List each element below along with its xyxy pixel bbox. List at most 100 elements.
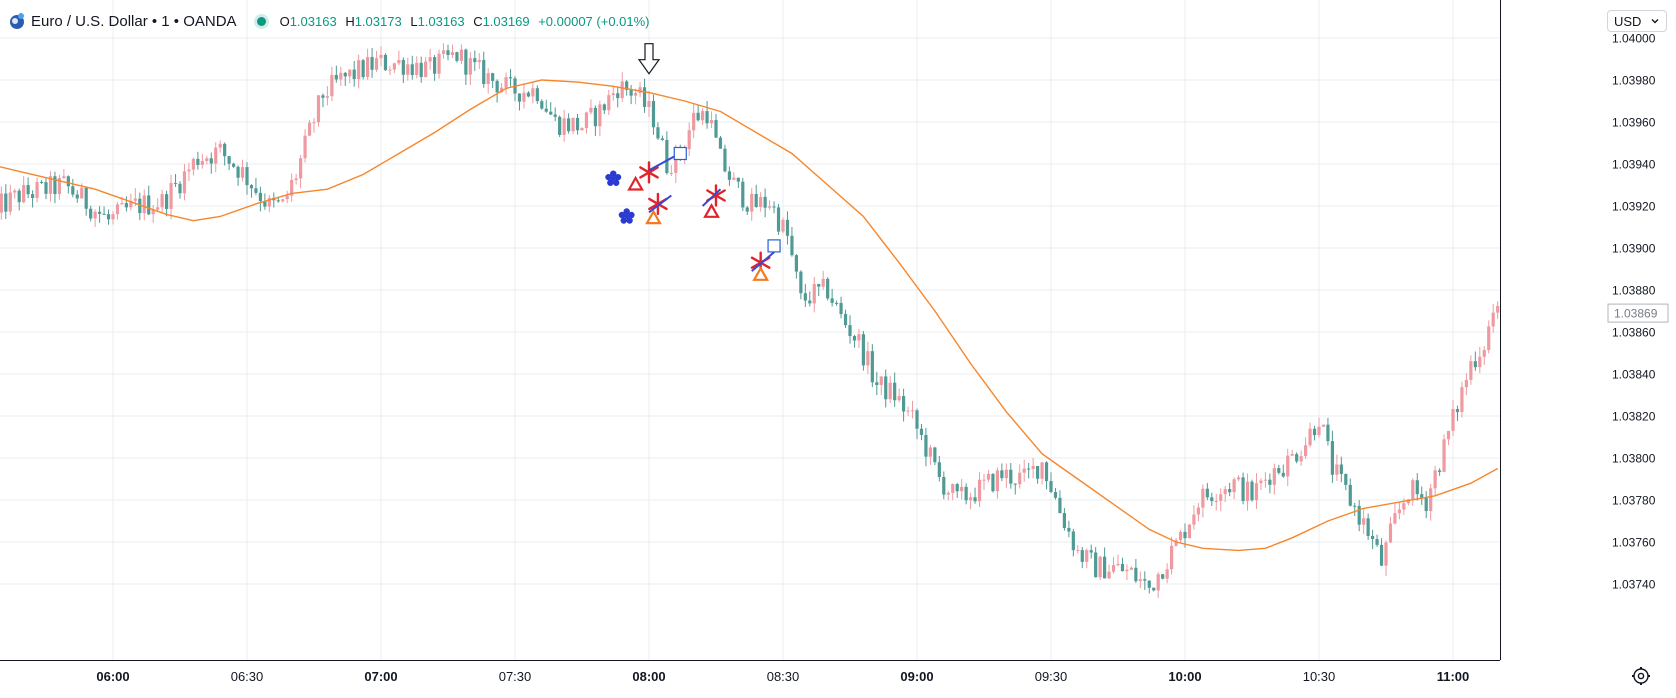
candle-body [526, 92, 530, 97]
candle-body [647, 100, 651, 107]
candle-body [111, 214, 115, 220]
candle-body [1205, 488, 1209, 498]
candle-body [870, 351, 874, 383]
candle-body [1411, 480, 1415, 500]
candle-body [156, 207, 160, 210]
candle-body [629, 89, 633, 96]
candle-body [982, 479, 986, 481]
candle-body [826, 278, 830, 299]
candle-body [986, 473, 991, 480]
candle-body [973, 497, 977, 502]
candle-body [1138, 579, 1142, 582]
candle-body [888, 382, 892, 400]
candle-body [1254, 483, 1259, 501]
candle-body [339, 72, 343, 80]
candle-body [75, 194, 79, 199]
candle-body [227, 156, 231, 164]
price-tick-label: 1.03860 [1612, 326, 1656, 340]
price-tick-label: 1.04000 [1612, 32, 1656, 46]
candle-body [392, 63, 396, 70]
ohlc-values: O1.03163 H1.03173 L1.03163 C1.03169 +0.0… [280, 14, 650, 29]
candle-body [1022, 468, 1026, 473]
candle-body [692, 112, 696, 131]
price-tick-label: 1.03820 [1612, 410, 1656, 424]
candle-body [1451, 409, 1455, 431]
candle-body [316, 95, 321, 123]
candle-body [165, 194, 169, 209]
candle-body [1366, 518, 1370, 536]
candle-body [544, 108, 548, 112]
candle-body [459, 49, 463, 61]
candle-body [575, 117, 580, 131]
symbol-title[interactable]: Euro / U.S. Dollar • 1 • OANDA [31, 12, 237, 30]
blue-star-marker [607, 179, 614, 186]
candle-body [861, 334, 865, 366]
candle-body [598, 104, 602, 127]
candle-body [910, 410, 915, 412]
candle-body [616, 93, 620, 99]
candle-body [446, 50, 450, 56]
candle-body [62, 176, 66, 179]
candle-body [995, 470, 999, 492]
currency-selector[interactable]: USD [1607, 10, 1667, 32]
candle-body [285, 195, 289, 200]
time-tick-label: 10:30 [1303, 669, 1336, 684]
price-tick-label: 1.03780 [1612, 494, 1656, 508]
candle-body [245, 167, 249, 186]
candle-body [450, 52, 455, 56]
candle-body [93, 211, 97, 219]
candle-body [830, 298, 834, 303]
candle-body [549, 111, 553, 115]
candle-body [669, 172, 673, 174]
candle-body [1223, 489, 1227, 495]
candle-body [401, 60, 405, 75]
candle-body [397, 60, 401, 64]
candle-body [754, 193, 758, 208]
signal-line [648, 154, 677, 172]
blue-star-marker [624, 214, 630, 219]
candle-body [1455, 409, 1460, 413]
candle-body [1491, 312, 1495, 327]
candle-body [1241, 477, 1245, 502]
price-tick-label: 1.03980 [1612, 74, 1656, 88]
price-axis-background [1500, 0, 1676, 693]
time-tick-label: 11:00 [1437, 669, 1470, 684]
candle-body [48, 176, 53, 194]
gear-icon[interactable] [1630, 665, 1652, 687]
candle-body [1170, 545, 1174, 570]
blue-star-marker [620, 217, 627, 224]
moving-average-line [0, 79, 1499, 552]
time-tick-label: 06:00 [96, 669, 129, 684]
candle-body [1018, 472, 1022, 485]
candle-body [781, 219, 785, 232]
candle-body [1438, 470, 1442, 472]
candle-body [348, 69, 352, 77]
candle-body [772, 206, 776, 208]
chevron-down-icon [1651, 19, 1659, 24]
candle-body [701, 111, 705, 121]
candle-body [374, 58, 379, 70]
close-label: C [473, 13, 483, 29]
current-price-tag [1607, 303, 1669, 323]
candle-body [98, 211, 102, 214]
candle-body [1277, 468, 1281, 473]
candle-body [1263, 479, 1267, 481]
candle-body [620, 81, 624, 99]
candle-body [584, 112, 589, 129]
candle-body [687, 130, 691, 150]
candle-body [491, 73, 495, 81]
candle-body [705, 111, 709, 124]
signal-line [701, 188, 722, 207]
candle-body [875, 382, 879, 385]
candle-body [468, 58, 472, 75]
red-triangle-marker [703, 203, 720, 218]
blue-star-marker [613, 179, 620, 186]
candle-body [1496, 305, 1500, 313]
candle-body [964, 486, 968, 501]
time-tick-label: 06:30 [231, 669, 264, 684]
candle-body [1183, 531, 1187, 539]
open-label: O [279, 13, 290, 29]
candle-body [106, 214, 111, 220]
